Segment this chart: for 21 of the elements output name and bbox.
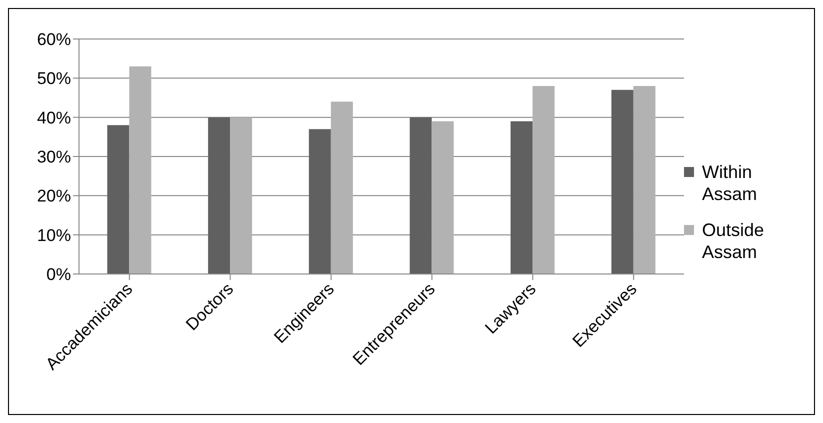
bar [129, 66, 152, 274]
y-tick-label: 40% [36, 108, 71, 128]
y-tick-label: 20% [36, 186, 71, 206]
bar [230, 117, 252, 274]
bar [308, 129, 331, 274]
bar [611, 90, 634, 274]
bar [107, 125, 130, 274]
bar [208, 117, 230, 274]
y-tick-label: 0% [46, 265, 71, 284]
bar [330, 102, 353, 274]
y-tick-label: 30% [36, 148, 71, 167]
legend-label: Outside Assam [702, 218, 766, 262]
y-tick-label: 50% [36, 69, 71, 88]
bar [410, 117, 432, 274]
y-tick-label: 10% [36, 226, 71, 245]
bar [432, 121, 454, 274]
bar [510, 121, 533, 274]
legend-label: Within Assam [702, 160, 758, 204]
y-tick-label: 60% [36, 30, 71, 50]
bar [633, 86, 656, 274]
bar [532, 86, 555, 274]
